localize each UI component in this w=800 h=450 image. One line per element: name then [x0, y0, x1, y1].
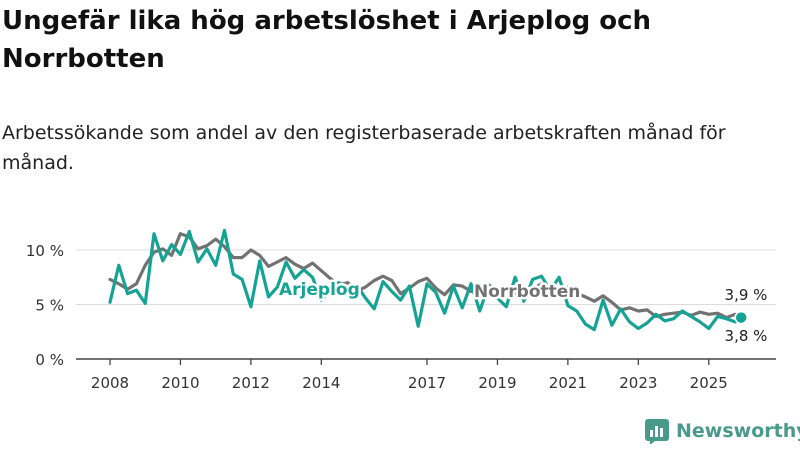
end-label-norrbotten-text: 3,9 % — [725, 286, 768, 304]
x-tick-label: 2010 — [161, 374, 199, 392]
series-lines — [108, 228, 743, 332]
end-label-arjeplog: 3,8 %3,8 % — [722, 325, 770, 348]
endpoint-marker-arjeplog — [734, 310, 748, 325]
x-tick-label: 2019 — [478, 374, 516, 392]
x-tick-label: 2008 — [91, 374, 129, 392]
series-label-norrbotten-halo: Norrbotten — [474, 282, 580, 302]
grid-lines — [76, 249, 776, 305]
newsworthy-logo-icon — [645, 419, 669, 444]
end-label-norrbotten: 3,9 %3,9 % — [722, 284, 770, 307]
axes: 0 % 5 % 10 % 2008 2010 2012 2014 2017 2019 2021 20… — [26, 242, 776, 392]
brand-name: Newsworthy — [676, 420, 800, 442]
chart-subtitle: Arbetssökande som andel av den registerb… — [2, 122, 726, 174]
x-tick-label: 2012 — [232, 374, 270, 392]
x-tick-label: 2021 — [549, 374, 587, 392]
end-label-norrbotten-halo: 3,9 % — [725, 286, 768, 304]
end-label-arjeplog-halo: 3,8 % — [725, 327, 768, 345]
x-tick-label: 2017 — [408, 374, 446, 392]
end-label-arjeplog-text: 3,8 % — [725, 327, 768, 345]
brand-logo: Newsworthy — [644, 418, 800, 444]
chart-title: Ungefär lika hög arbetslöshet i Arjeplog… — [2, 6, 652, 74]
series-line-arjeplog — [108, 228, 743, 332]
y-tick-label: 10 % — [26, 242, 64, 260]
series-label-arjeplog-text: Arjeplog — [279, 280, 360, 300]
x-tick-label: 2025 — [690, 374, 728, 392]
y-tick-label: 0 % — [35, 351, 64, 369]
x-tick-label: 2023 — [619, 374, 657, 392]
series-label-norrbotten-text: Norrbotten — [474, 282, 580, 302]
series-label-arjeplog-halo: Arjeplog — [279, 280, 360, 300]
y-tick-label: 5 % — [35, 297, 64, 315]
x-tick-label: 2014 — [302, 374, 340, 392]
series-line-norrbotten — [108, 232, 743, 320]
